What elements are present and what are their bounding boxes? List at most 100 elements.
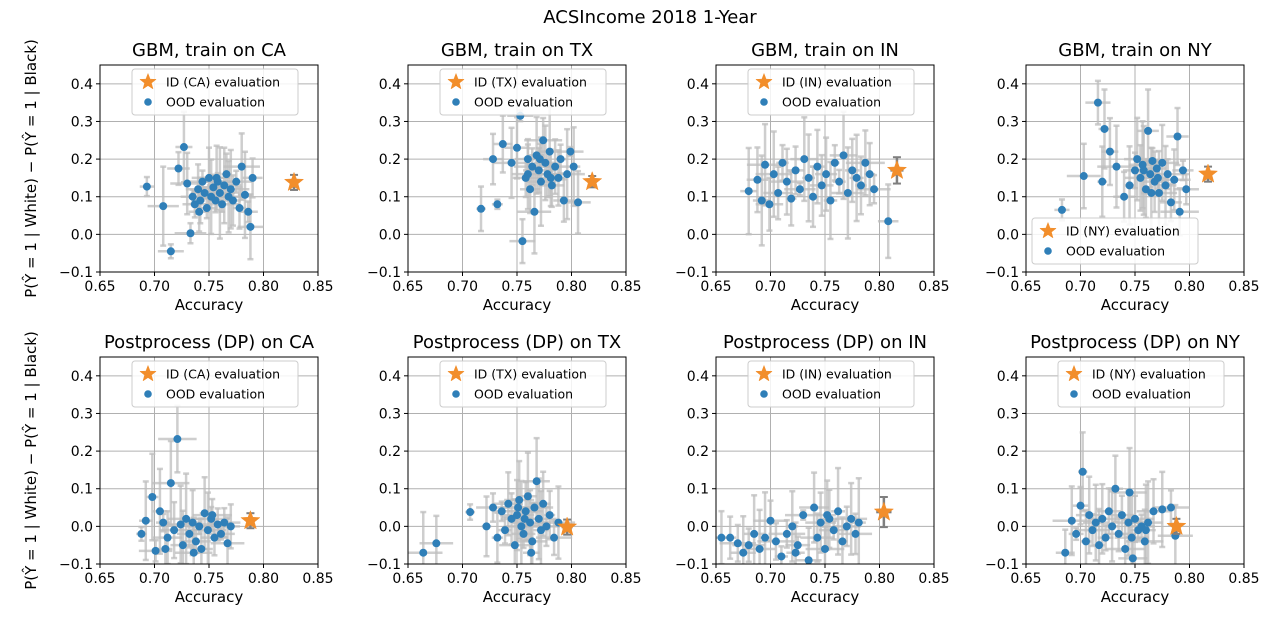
legend-ood-label: OOD evaluation <box>1066 244 1165 259</box>
ood-point <box>813 162 822 171</box>
ood-point <box>854 518 863 527</box>
ood-point <box>765 200 774 209</box>
ood-point <box>466 508 475 517</box>
ood-point <box>523 170 532 179</box>
x-tick-label: 0.65 <box>700 571 731 587</box>
x-tick-label: 0.70 <box>1065 279 1096 295</box>
legend-ood-marker <box>760 390 768 398</box>
ood-point <box>248 173 257 182</box>
x-tick-label: 0.70 <box>139 571 170 587</box>
ood-point <box>839 151 848 160</box>
subplot-title: GBM, train on TX <box>441 40 593 61</box>
legend-ood-label: OOD evaluation <box>166 95 265 110</box>
ood-point <box>547 181 556 190</box>
x-tick-label: 0.85 <box>610 571 641 587</box>
y-tick-label: 0.2 <box>379 444 401 460</box>
legend: ID (NY) evaluation OOD evaluation <box>1057 360 1225 408</box>
y-tick-label: −0.1 <box>59 265 93 281</box>
ood-point <box>200 509 209 518</box>
x-tick-label: 0.85 <box>302 571 333 587</box>
y-tick-label: 0.2 <box>997 152 1019 168</box>
id-point-star <box>873 501 895 521</box>
ood-point <box>493 200 502 209</box>
ood-point <box>504 499 513 508</box>
ood-point <box>1120 192 1129 201</box>
subplot-2: 0.65 0.70 0.75 0.80 0.85 −0.1 0.0 0.1 0.2 0.3 0.4 G… <box>367 40 642 314</box>
ood-point <box>1166 198 1175 207</box>
ood-point <box>884 217 893 226</box>
subplot-title: Postprocess (DP) on IN <box>723 332 927 353</box>
x-axis-label: Accuracy <box>791 296 860 314</box>
ood-point <box>733 539 742 548</box>
x-tick-label: 0.80 <box>1174 571 1205 587</box>
ood-point <box>1131 514 1139 523</box>
ood-point <box>1131 166 1139 175</box>
y-tick-label: 0.3 <box>379 114 401 130</box>
ood-point <box>482 522 491 531</box>
ood-point <box>1144 126 1153 135</box>
ood-point <box>528 162 537 171</box>
ood-point <box>1108 522 1117 531</box>
ood-point <box>1136 173 1145 182</box>
ood-point <box>1140 537 1149 546</box>
ood-point <box>1061 548 1070 557</box>
legend-id-label: ID (NY) evaluation <box>1092 367 1206 382</box>
ood-point <box>1067 516 1076 525</box>
y-tick-label: 0.4 <box>997 77 1019 93</box>
ood-point <box>183 179 192 188</box>
ood-point <box>246 222 255 231</box>
ood-point <box>528 537 537 546</box>
ood-point <box>185 529 194 538</box>
ood-point <box>556 155 565 164</box>
x-tick-label: 0.80 <box>556 571 587 587</box>
x-tick-label: 0.70 <box>1065 571 1096 587</box>
ood-point <box>830 158 839 167</box>
legend-id-label: ID (CA) evaluation <box>166 75 280 90</box>
y-tick-label: 0.2 <box>687 152 709 168</box>
ood-point <box>755 544 764 553</box>
y-tick-label: 0.2 <box>997 444 1019 460</box>
x-tick-label: 0.65 <box>1010 571 1041 587</box>
ood-point <box>817 181 826 190</box>
ood-point <box>788 522 797 531</box>
x-axis-label: Accuracy <box>791 588 860 606</box>
ood-point <box>189 548 198 557</box>
ood-point <box>510 541 519 550</box>
legend-frame <box>747 360 915 408</box>
legend-frame <box>131 68 299 116</box>
y-tick-label: 0.1 <box>997 190 1019 206</box>
ood-point <box>527 548 536 557</box>
ood-point <box>170 526 179 535</box>
ood-point <box>220 181 229 190</box>
legend-ood-marker <box>452 98 460 106</box>
subplot-8: 0.65 0.70 0.75 0.80 0.85 −0.1 0.0 0.1 0.2 0.3 0.4 P… <box>985 332 1260 606</box>
ood-point <box>791 166 800 175</box>
legend-ood-label: OOD evaluation <box>1092 387 1191 402</box>
y-tick-label: 0.0 <box>379 519 401 535</box>
data-layer <box>408 436 578 564</box>
legend-id-marker <box>1065 364 1083 382</box>
ood-point <box>137 529 146 538</box>
data-layer <box>740 110 908 260</box>
ood-point <box>497 507 506 516</box>
x-tick-label: 0.70 <box>139 279 170 295</box>
ood-point <box>550 533 559 542</box>
y-tick-label: 0.2 <box>687 444 709 460</box>
y-tick-label: 0.1 <box>379 482 401 498</box>
ood-point <box>856 181 865 190</box>
y-tick-label: 0.4 <box>687 369 709 385</box>
ood-point <box>237 162 246 171</box>
y-tick-label: 0.1 <box>997 482 1019 498</box>
y-tick-label: 0.2 <box>379 152 401 168</box>
ood-point <box>1098 514 1107 523</box>
ood-point <box>566 147 575 156</box>
ood-point <box>514 503 523 512</box>
ood-point <box>804 556 813 564</box>
y-tick-label: 0.0 <box>71 227 93 243</box>
y-tick-label: −0.1 <box>985 265 1019 281</box>
legend-ood-label: OOD evaluation <box>166 387 265 402</box>
ood-point <box>793 541 802 550</box>
x-tick-label: 0.85 <box>610 279 641 295</box>
ood-point <box>1178 166 1187 175</box>
